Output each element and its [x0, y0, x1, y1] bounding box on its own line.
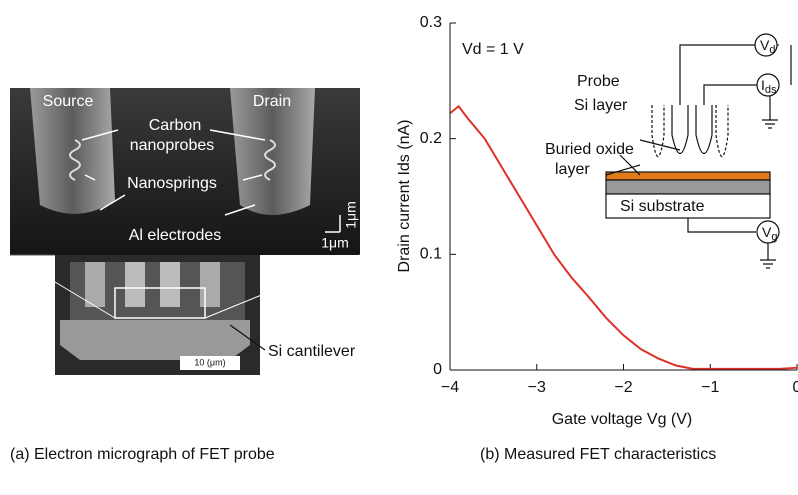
data-line [449, 104, 798, 370]
label: Drain [253, 93, 291, 110]
y-axis-label: Drain current Ids (nA) [396, 120, 413, 273]
inset-label: Ids [761, 77, 777, 96]
x-tick-label: −2 [614, 379, 632, 396]
annotation: Vd = 1 V [462, 41, 524, 58]
plot: 0 0.1 0.2 0.3 −4 −3 −2 −1 0 [420, 14, 798, 396]
inset-label: Buried oxide [545, 141, 634, 158]
inset-diagram [605, 33, 792, 269]
caption: (b) Measured FET characteristics [480, 446, 716, 463]
y-tick-label: 0 [433, 361, 442, 378]
inset-label: Vd [760, 37, 775, 56]
x-tick-label: 0 [793, 379, 798, 396]
label: Source [43, 93, 94, 110]
label: Si cantilever [268, 343, 356, 360]
micrograph [9, 88, 361, 375]
y-tick-label: 0.3 [420, 14, 442, 31]
y-tick-label: 0.2 [420, 130, 442, 147]
inset-label: layer [555, 161, 590, 178]
label: 1μm [321, 235, 349, 251]
label: 10 (μm) [194, 357, 225, 367]
label: 1μm [343, 201, 359, 229]
inset-label: Vg [762, 224, 777, 243]
label: Carbon [149, 117, 201, 134]
x-tick-label: −4 [441, 379, 459, 396]
caption: (a) Electron micrograph of FET probe [10, 446, 275, 463]
y-tick-label: 0.1 [420, 246, 442, 263]
inset-label: Probe [577, 73, 620, 90]
label: nanoprobes [130, 137, 215, 154]
x-tick-label: −3 [528, 379, 546, 396]
inset-label: Si substrate [620, 198, 705, 215]
x-tick-label: −1 [701, 379, 719, 396]
label: Nanosprings [127, 175, 217, 192]
x-axis-label: Gate voltage Vg (V) [552, 411, 693, 428]
inset-label: Si layer [574, 97, 628, 114]
label: Al electrodes [129, 227, 222, 244]
